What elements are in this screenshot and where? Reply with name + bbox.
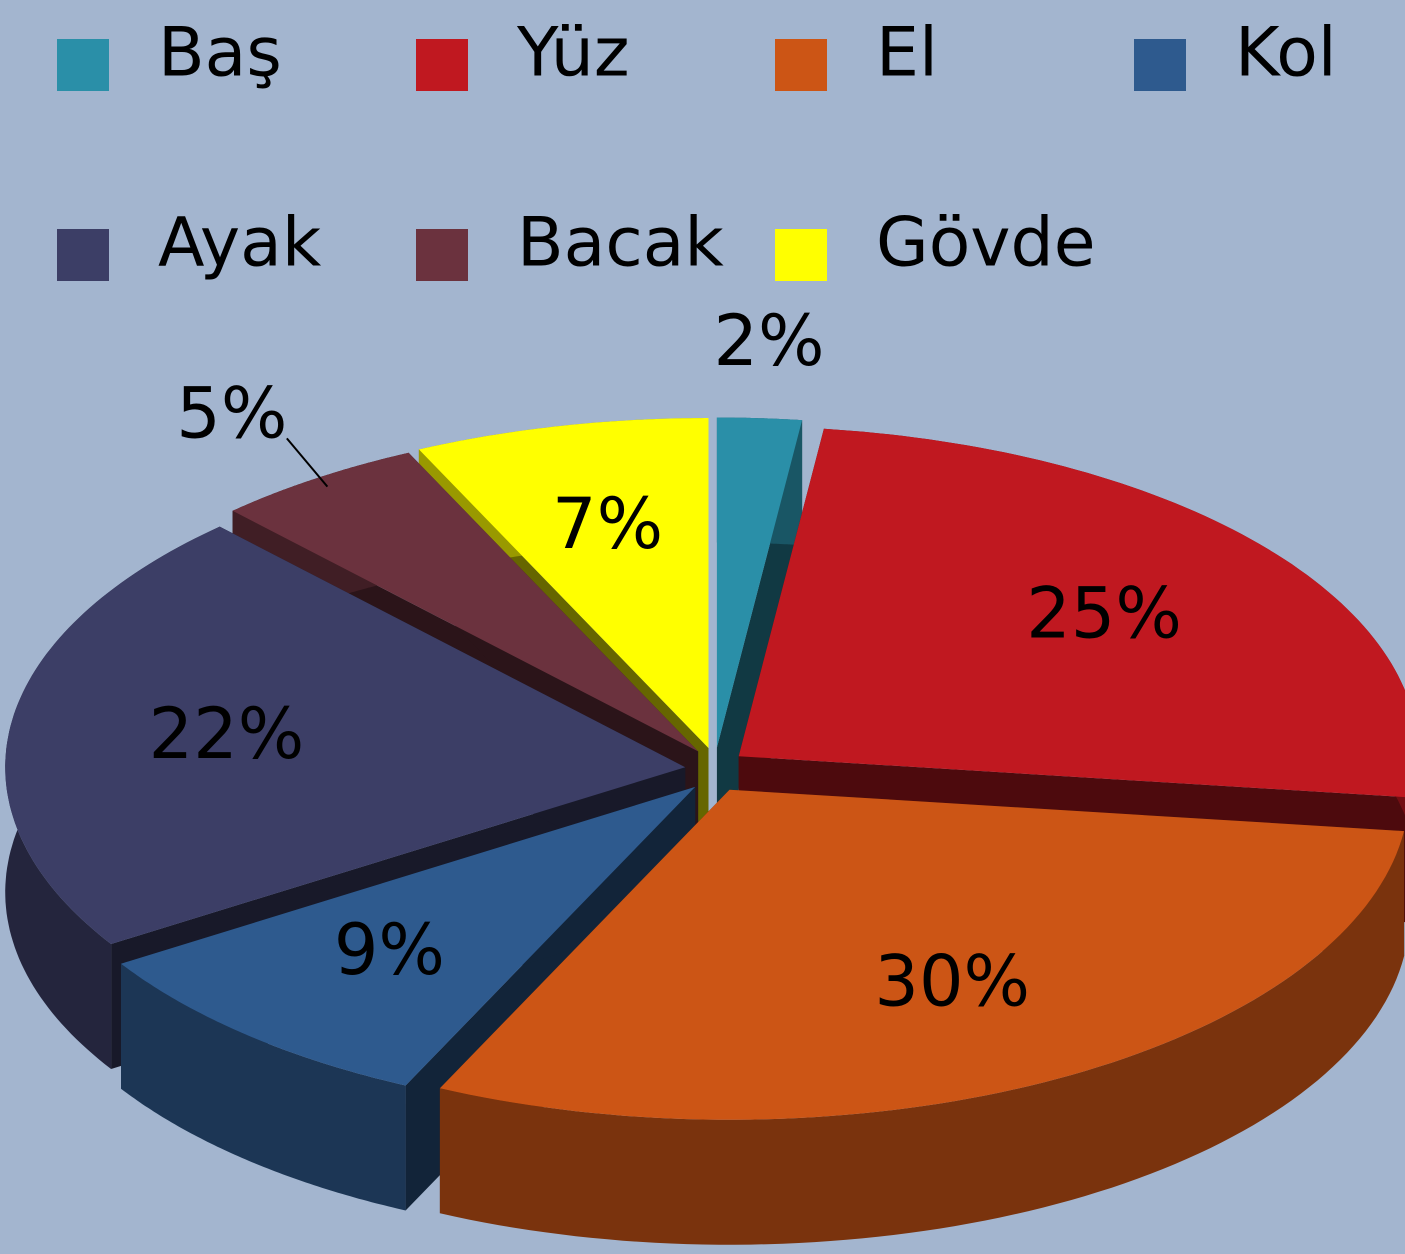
slice <box>716 417 803 748</box>
legend-label: Gövde <box>876 204 1096 283</box>
data-label: 9% <box>334 909 445 991</box>
legend-swatch <box>416 39 468 91</box>
leader-line <box>286 437 329 488</box>
slice-wall <box>439 831 1405 1245</box>
data-label: 30% <box>874 940 1030 1022</box>
legend-swatch <box>57 39 109 91</box>
data-label: 25% <box>1026 573 1182 655</box>
legend-label: Ayak <box>158 204 322 283</box>
slice <box>5 526 686 944</box>
legend-label: Baş <box>158 14 282 93</box>
data-label: 22% <box>149 693 305 775</box>
slice <box>439 789 1405 1120</box>
data-label: 5% <box>176 372 287 454</box>
legend-label: Bacak <box>517 204 724 283</box>
slice <box>232 452 699 752</box>
legend-label: Kol <box>1235 14 1337 93</box>
data-label: 7% <box>552 483 663 565</box>
legend-label: Yüz <box>516 14 630 93</box>
legend-swatch <box>1134 39 1186 91</box>
legend-swatch <box>57 229 109 281</box>
slice-wall <box>121 963 406 1211</box>
legend-swatch <box>775 39 827 91</box>
slice <box>738 428 1405 798</box>
legend-swatch <box>775 229 827 281</box>
data-label: 2% <box>713 300 824 382</box>
legend-label: El <box>876 14 938 93</box>
slice <box>121 786 696 1086</box>
slice <box>418 418 709 748</box>
legend-swatch <box>416 229 468 281</box>
